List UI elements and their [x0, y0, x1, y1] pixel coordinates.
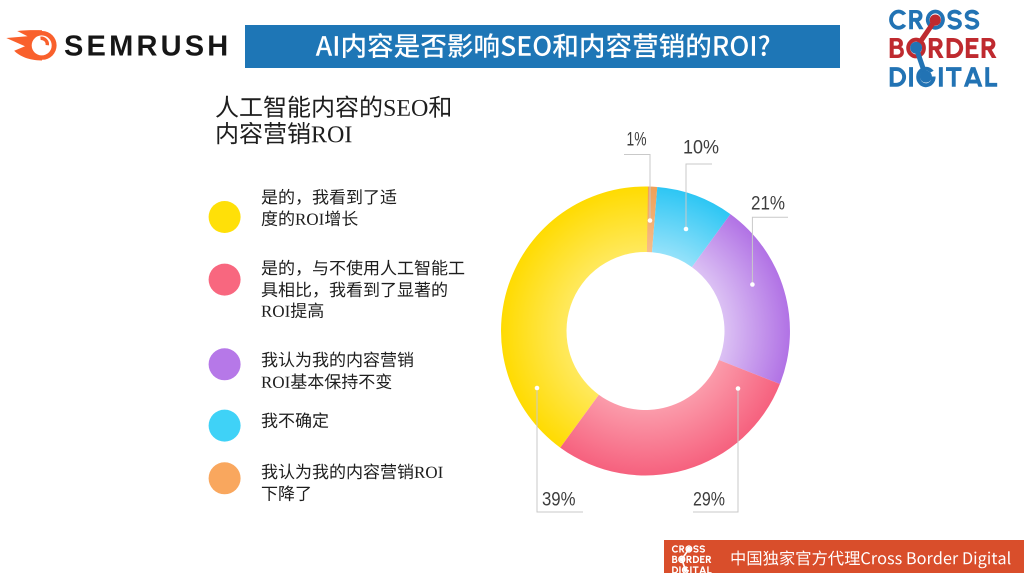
svg-text:SEMRUSH: SEMRUSH — [64, 31, 231, 63]
svg-text:1%: 1% — [627, 130, 647, 151]
svg-text:21%: 21% — [751, 194, 785, 215]
svg-text:29%: 29% — [693, 490, 725, 511]
svg-text:39%: 39% — [542, 490, 576, 511]
svg-text:10%: 10% — [683, 138, 719, 159]
